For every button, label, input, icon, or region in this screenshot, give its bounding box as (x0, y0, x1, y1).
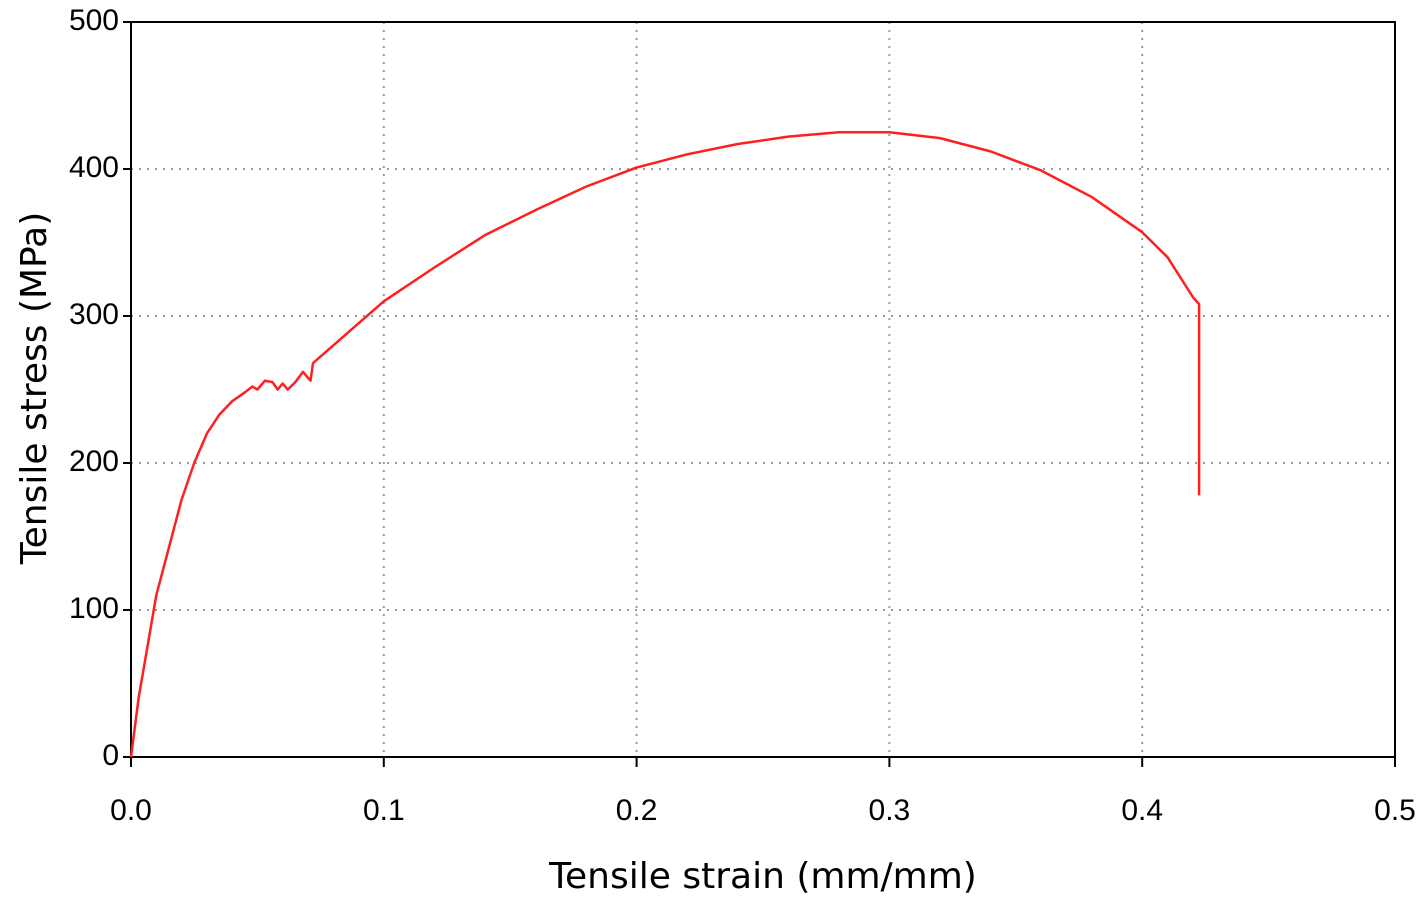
x-tick-label: 0.3 (869, 794, 911, 827)
x-tick-label: 0.1 (363, 794, 405, 827)
y-axis-label: Tensile stress (MPa) (14, 212, 55, 565)
x-axis-label: Tensile strain (mm/mm) (548, 856, 977, 897)
plot-frame (130, 21, 1396, 758)
data-line (129, 131, 1201, 758)
y-tick-label: 500 (69, 4, 119, 37)
x-tick-label: 0.2 (616, 794, 658, 827)
x-tick-label: 0.0 (110, 794, 152, 827)
x-tick-label: 0.4 (1121, 794, 1163, 827)
y-tick-label: 100 (69, 592, 119, 625)
y-tick-label: 400 (69, 151, 119, 184)
y-tick-label: 300 (69, 298, 119, 331)
y-tick-label: 200 (69, 445, 119, 478)
y-tick-label: 0 (102, 739, 119, 772)
x-tick-label: 0.5 (1374, 794, 1416, 827)
